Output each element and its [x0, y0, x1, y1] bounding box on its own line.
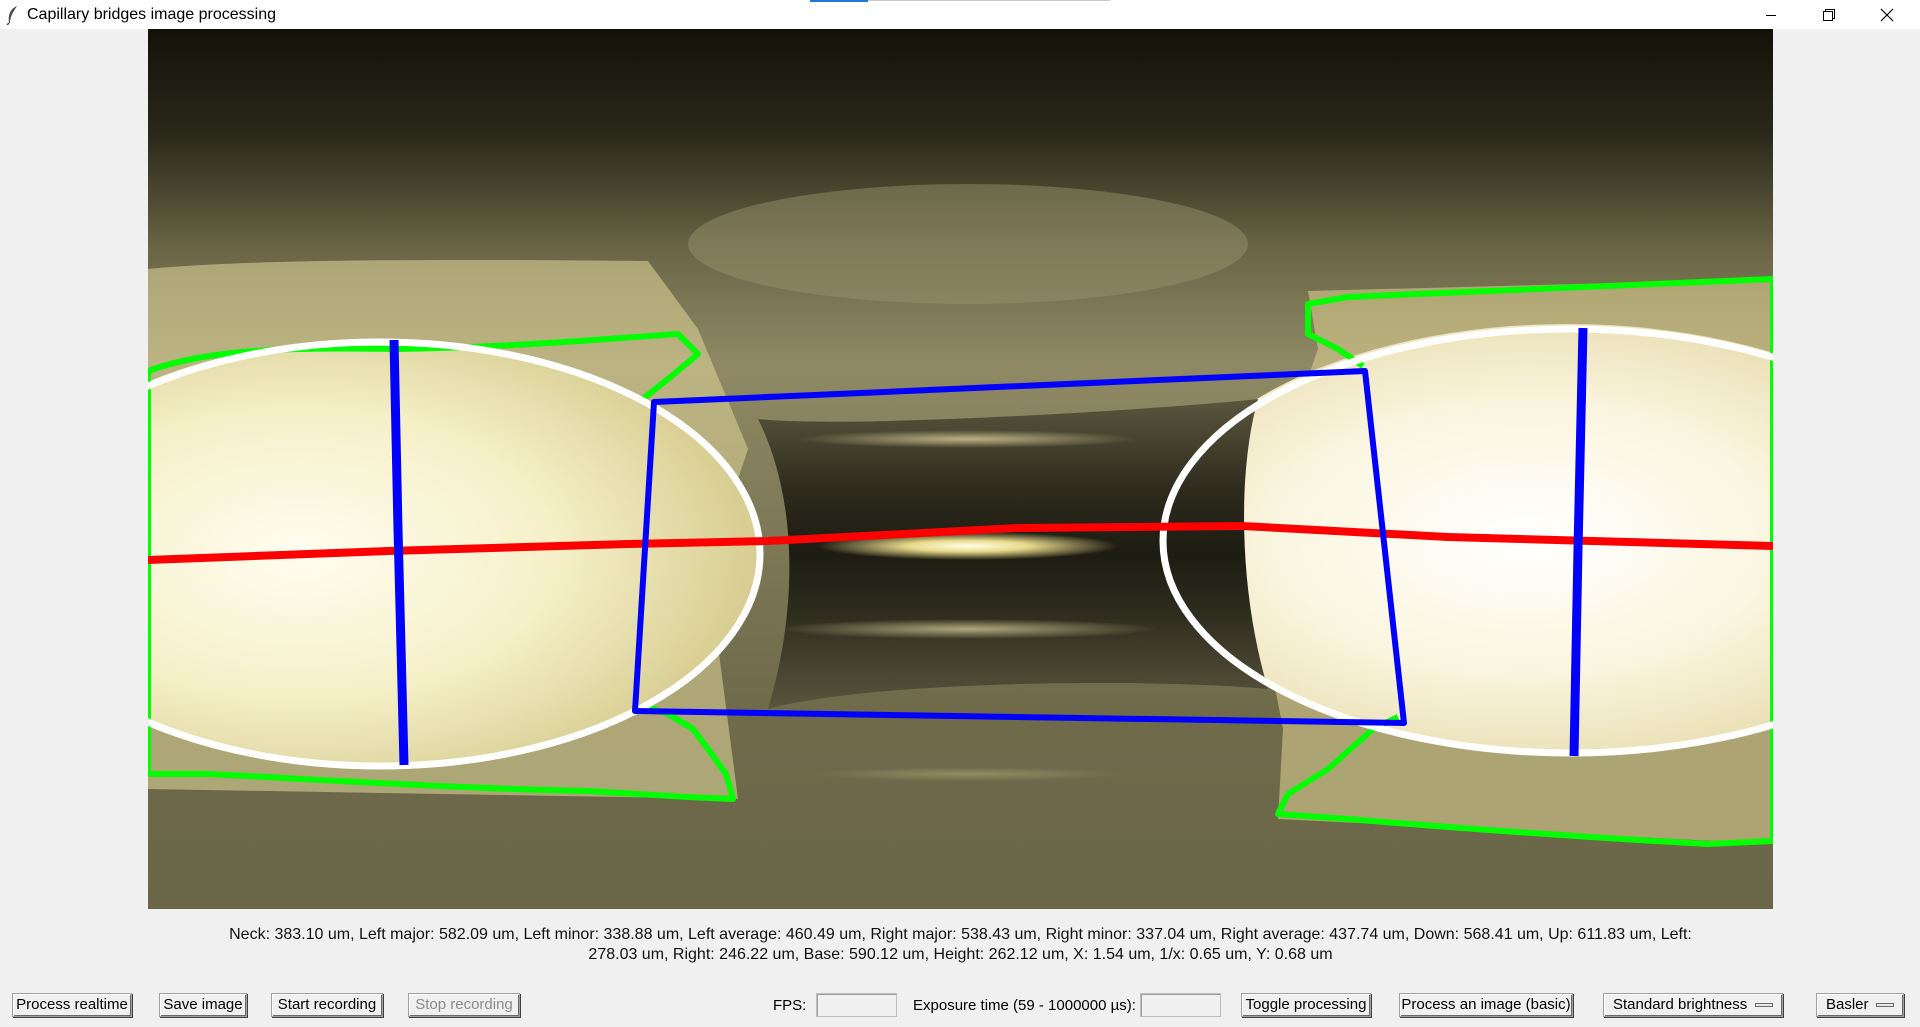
- menu-indicator-icon: [1876, 1003, 1894, 1007]
- window-title: Capillary bridges image processing: [27, 6, 277, 23]
- brightness-menu[interactable]: Standard brightness: [1603, 993, 1783, 1017]
- measurements-line-2: 278.03 um, Right: 246.22 um, Base: 590.1…: [588, 946, 1333, 963]
- process-image-basic-button[interactable]: Process an image (basic): [1399, 993, 1573, 1017]
- processed-image: [148, 29, 1773, 909]
- feather-icon: [6, 6, 17, 25]
- restore-button[interactable]: [1800, 0, 1858, 29]
- start-recording-button[interactable]: Start recording: [271, 993, 383, 1017]
- exposure-time-label: Exposure time (59 - 1000000 µs):: [913, 997, 1136, 1014]
- minimize-icon: [1766, 14, 1776, 16]
- camera-image-view: [148, 29, 1773, 909]
- restore-icon: [1823, 8, 1835, 21]
- close-icon: [1880, 8, 1894, 21]
- toggle-processing-button[interactable]: Toggle processing: [1241, 993, 1371, 1017]
- camera-menu-value: Basler: [1826, 996, 1869, 1013]
- stop-recording-button[interactable]: Stop recording: [408, 993, 520, 1017]
- exposure-time-input[interactable]: [1140, 993, 1221, 1017]
- save-image-button[interactable]: Save image: [159, 993, 247, 1017]
- camera-menu[interactable]: Basler: [1816, 993, 1904, 1017]
- fps-label: FPS:: [773, 997, 807, 1014]
- title-bar: Capillary bridges image processing: [0, 0, 1920, 29]
- measurements-readout: Neck: 383.10 um, Left major: 582.09 um, …: [148, 925, 1773, 965]
- title-divider: [868, 0, 1110, 1]
- brightness-menu-value: Standard brightness: [1613, 996, 1748, 1013]
- process-realtime-button[interactable]: Process realtime: [12, 993, 132, 1017]
- minimize-button[interactable]: [1742, 0, 1800, 29]
- measurements-line-1: Neck: 383.10 um, Left major: 582.09 um, …: [229, 926, 1692, 943]
- fps-input[interactable]: [816, 993, 897, 1017]
- menu-indicator-icon: [1755, 1003, 1773, 1007]
- bottom-toolbar: Process realtime Save image Start record…: [0, 993, 1920, 1021]
- title-focus-indicator: [810, 0, 868, 2]
- close-button[interactable]: [1858, 0, 1916, 29]
